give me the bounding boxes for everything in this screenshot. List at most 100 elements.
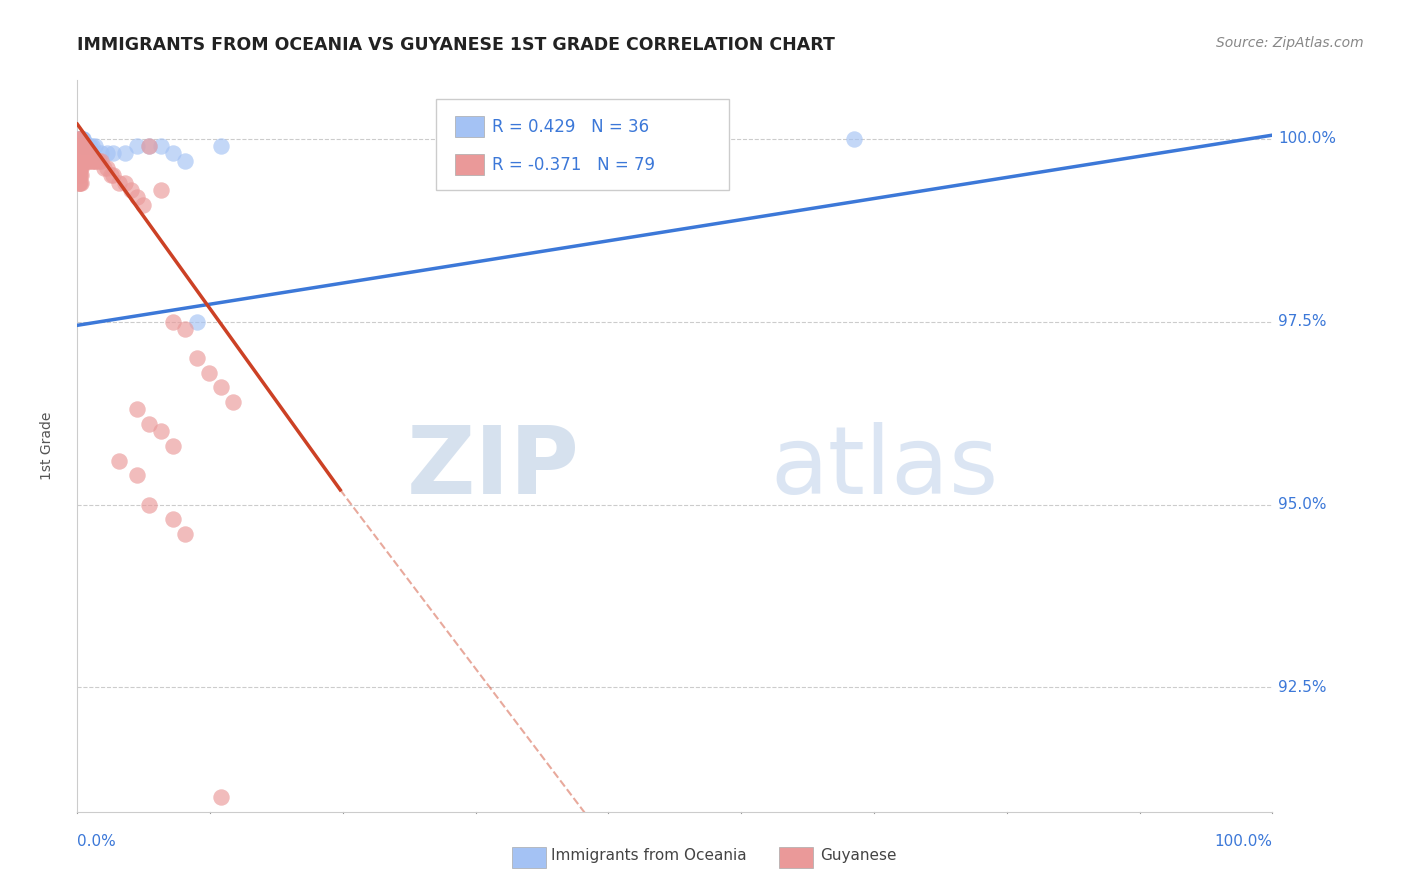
Text: IMMIGRANTS FROM OCEANIA VS GUYANESE 1ST GRADE CORRELATION CHART: IMMIGRANTS FROM OCEANIA VS GUYANESE 1ST …	[77, 36, 835, 54]
Point	[70, 132, 93, 146]
FancyBboxPatch shape	[436, 99, 728, 190]
Point	[79, 153, 101, 168]
Point	[67, 139, 90, 153]
Point	[162, 512, 184, 526]
Point	[67, 161, 90, 175]
Point	[127, 190, 149, 204]
Point	[72, 132, 94, 146]
Point	[70, 132, 93, 146]
Point	[79, 139, 101, 153]
Point	[72, 139, 94, 153]
Point	[69, 146, 91, 161]
Point	[67, 153, 90, 168]
Point	[75, 146, 97, 161]
Point	[69, 176, 91, 190]
Point	[120, 183, 142, 197]
Point	[67, 176, 90, 190]
Point	[84, 153, 107, 168]
Point	[69, 132, 91, 146]
Point	[103, 146, 124, 161]
Point	[69, 139, 91, 153]
Point	[70, 161, 93, 175]
Point	[70, 132, 93, 146]
Point	[67, 176, 90, 190]
Point	[103, 169, 124, 183]
Point	[209, 790, 232, 805]
Point	[73, 139, 96, 153]
Text: atlas: atlas	[770, 422, 998, 514]
FancyBboxPatch shape	[456, 154, 484, 175]
Text: Immigrants from Oceania: Immigrants from Oceania	[551, 848, 747, 863]
Point	[86, 153, 108, 168]
Point	[76, 146, 98, 161]
Point	[127, 139, 149, 153]
Point	[127, 468, 149, 483]
Text: 1st Grade: 1st Grade	[41, 412, 55, 480]
Point	[73, 146, 96, 161]
Point	[93, 161, 115, 175]
Point	[72, 146, 94, 161]
Text: 95.0%: 95.0%	[1278, 497, 1327, 512]
Point	[186, 315, 208, 329]
Point	[69, 132, 91, 146]
Point	[108, 453, 131, 467]
Point	[100, 169, 122, 183]
Point	[108, 176, 131, 190]
Point	[67, 132, 90, 146]
Point	[69, 153, 91, 168]
Point	[209, 380, 232, 394]
Point	[80, 153, 103, 168]
Point	[70, 169, 93, 183]
Point	[70, 132, 93, 146]
Point	[67, 153, 90, 168]
Point	[174, 153, 197, 168]
Point	[77, 139, 100, 153]
Point	[174, 526, 197, 541]
Point	[96, 161, 118, 175]
Point	[96, 146, 118, 161]
Point	[127, 402, 149, 417]
Point	[150, 425, 173, 439]
Point	[70, 146, 93, 161]
Text: ZIP: ZIP	[406, 422, 579, 514]
Text: 0.0%: 0.0%	[77, 834, 117, 848]
Point	[67, 132, 90, 146]
Point	[150, 139, 173, 153]
FancyBboxPatch shape	[456, 116, 484, 137]
Point	[70, 176, 93, 190]
Point	[79, 146, 101, 161]
Point	[79, 146, 101, 161]
Point	[82, 153, 104, 168]
Point	[72, 139, 94, 153]
Text: 92.5%: 92.5%	[1278, 680, 1327, 695]
Point	[69, 139, 91, 153]
Point	[90, 146, 112, 161]
Point	[69, 161, 91, 175]
Point	[67, 146, 90, 161]
Point	[70, 139, 93, 153]
Point	[209, 139, 232, 153]
Point	[67, 132, 90, 146]
Point	[67, 169, 90, 183]
Point	[90, 153, 112, 168]
Point	[70, 132, 93, 146]
Point	[162, 146, 184, 161]
Text: 97.5%: 97.5%	[1278, 314, 1327, 329]
Point	[75, 139, 97, 153]
Point	[138, 498, 160, 512]
Point	[70, 132, 93, 146]
Point	[197, 366, 219, 380]
Point	[70, 146, 93, 161]
Point	[75, 153, 97, 168]
Point	[70, 153, 93, 168]
Point	[844, 132, 866, 146]
Point	[132, 197, 155, 211]
Point	[69, 132, 91, 146]
Point	[77, 153, 100, 168]
Text: 100.0%: 100.0%	[1215, 834, 1272, 848]
Point	[72, 153, 94, 168]
Point	[67, 169, 90, 183]
Point	[222, 395, 245, 409]
Point	[87, 153, 110, 168]
Point	[67, 139, 90, 153]
